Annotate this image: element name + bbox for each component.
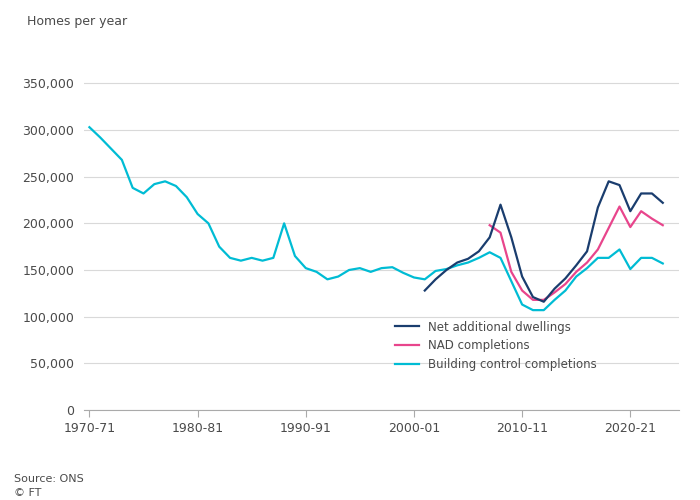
Legend: Net additional dwellings, NAD completions, Building control completions: Net additional dwellings, NAD completion… xyxy=(391,316,602,376)
Text: Source: ONS
© FT: Source: ONS © FT xyxy=(14,474,84,498)
Text: Homes per year: Homes per year xyxy=(27,14,127,28)
